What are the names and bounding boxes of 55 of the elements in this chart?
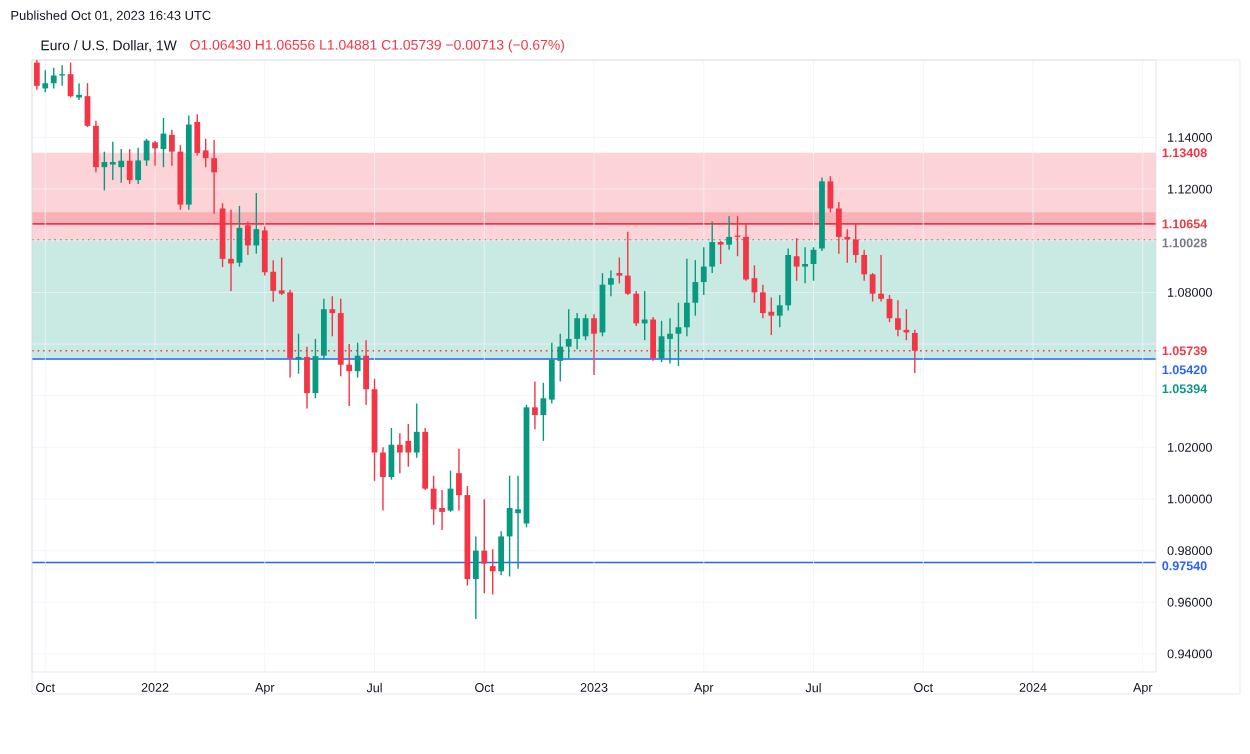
candlestick — [126, 148, 133, 185]
candlestick — [101, 150, 108, 192]
candlestick — [135, 147, 142, 185]
candlestick — [42, 69, 49, 93]
candlestick — [675, 302, 682, 367]
candlestick — [624, 231, 631, 296]
candlestick — [169, 129, 175, 167]
candlestick — [532, 380, 538, 430]
candlestick — [776, 294, 783, 328]
candlestick — [194, 113, 201, 157]
candlestick — [861, 249, 868, 282]
candlestick — [726, 215, 732, 251]
candlestick — [354, 342, 361, 379]
candlestick — [878, 254, 884, 303]
candlestick — [329, 295, 336, 337]
candlestick — [33, 59, 40, 91]
candlestick — [616, 256, 623, 285]
candlestick — [709, 220, 716, 274]
candlestick — [633, 290, 640, 327]
candlestick — [667, 317, 673, 365]
candlestick — [396, 432, 403, 474]
candlestick — [489, 548, 496, 596]
candlestick — [413, 402, 420, 459]
candlestick — [93, 119, 99, 174]
candlestick — [456, 447, 462, 512]
candlestick — [380, 446, 386, 512]
candlestick — [430, 475, 437, 526]
candlestick — [683, 258, 690, 337]
candlestick — [700, 246, 707, 296]
candlestick — [50, 67, 57, 90]
candlestick — [895, 299, 901, 337]
candlestick — [152, 140, 158, 167]
candlestick — [574, 312, 581, 350]
candlestick — [253, 192, 260, 255]
candlestick — [759, 283, 766, 319]
candlestick — [565, 308, 572, 359]
candlestick — [295, 333, 302, 375]
candlestick — [802, 246, 808, 285]
candlestick — [768, 296, 775, 336]
candlestick — [270, 259, 277, 303]
candlestick — [608, 269, 614, 297]
candlestick — [109, 141, 116, 181]
candlestick — [118, 148, 125, 184]
candlestick — [261, 225, 268, 277]
candlestick — [472, 535, 479, 620]
candlestick — [481, 498, 488, 594]
candlestick — [405, 423, 412, 468]
candlestick — [498, 530, 505, 576]
candlestick — [211, 139, 218, 215]
candlestick — [320, 298, 327, 361]
candlestick — [439, 489, 445, 531]
candlestick — [692, 259, 699, 317]
candlestick — [717, 240, 724, 265]
candlestick — [793, 237, 800, 282]
candlestick — [869, 272, 876, 303]
